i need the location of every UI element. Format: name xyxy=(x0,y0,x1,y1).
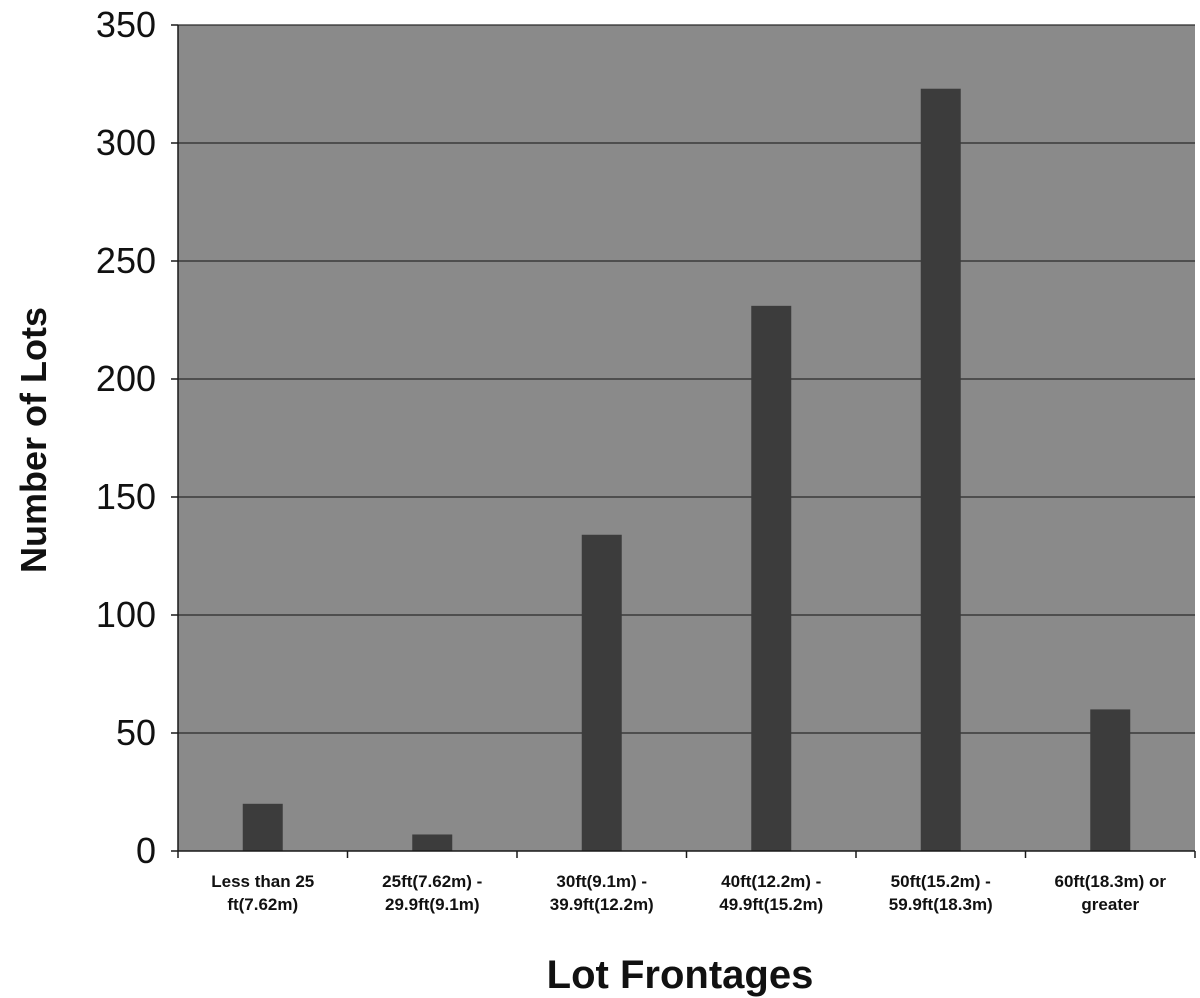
x-tick-label: 40ft(12.2m) -49.9ft(15.2m) xyxy=(719,872,823,914)
bar xyxy=(242,803,283,851)
x-tick-label: Less than 25 ft(7.62m) xyxy=(211,872,314,914)
x-tick-label: 50ft(15.2m) -59.9ft(18.3m) xyxy=(889,872,993,914)
bar xyxy=(412,834,453,851)
y-tick-label: 150 xyxy=(96,476,156,517)
y-tick-label: 50 xyxy=(116,712,156,753)
y-tick-label: 0 xyxy=(136,830,156,871)
bar xyxy=(751,305,792,852)
y-tick-label: 350 xyxy=(96,4,156,45)
x-tick-labels: Less than 25 ft(7.62m) 25ft(7.62m) -29.9ft… xyxy=(211,872,1166,914)
y-tick-label: 300 xyxy=(96,122,156,163)
bar xyxy=(1090,709,1131,851)
x-tick-label: 30ft(9.1m) -39.9ft(12.2m) xyxy=(550,872,654,914)
y-tick-label: 200 xyxy=(96,358,156,399)
axes xyxy=(171,24,1196,858)
y-tick-label: 250 xyxy=(96,240,156,281)
bar xyxy=(581,534,622,851)
bars xyxy=(242,88,1131,852)
y-tick-labels: 0 50 100 150 200 250 300 350 xyxy=(96,4,156,871)
y-tick-label: 100 xyxy=(96,594,156,635)
x-tick-label: 25ft(7.62m) -29.9ft(9.1m) xyxy=(382,872,482,914)
gridlines xyxy=(178,24,1195,734)
bar xyxy=(920,88,961,852)
plot-area xyxy=(178,25,1195,851)
x-axis-label: Lot Frontages xyxy=(547,953,814,997)
y-axis-label: Number of Lots xyxy=(13,307,54,573)
x-tick-label: 60ft(18.3m) or greater xyxy=(1055,872,1167,914)
